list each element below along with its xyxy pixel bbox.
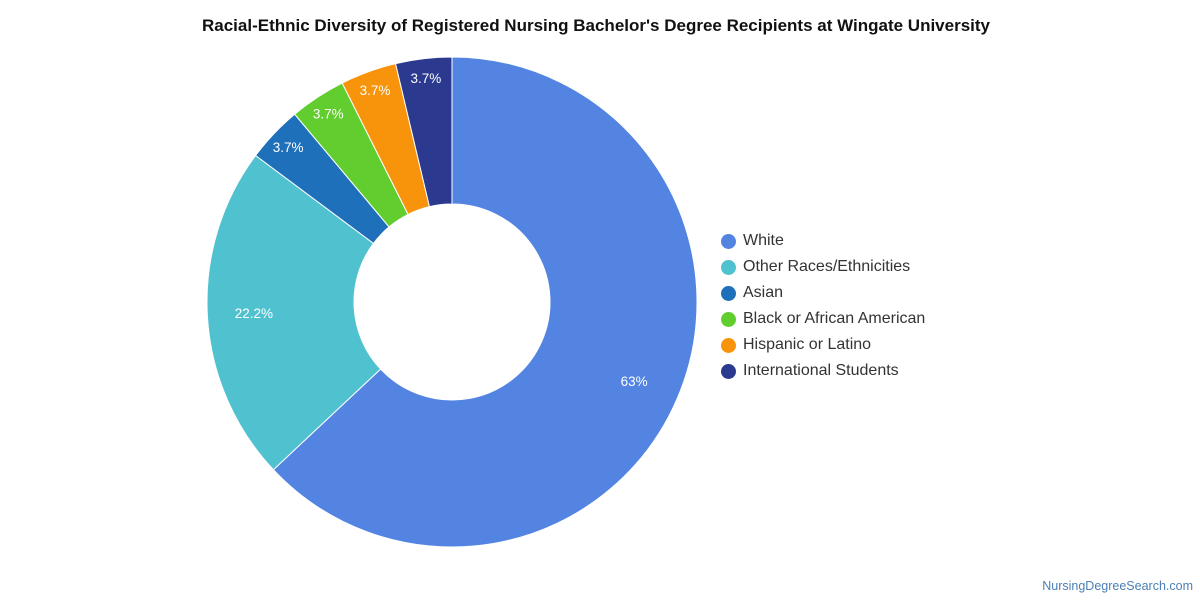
source-credit[interactable]: NursingDegreeSearch.com <box>1042 579 1193 593</box>
legend-swatch-5 <box>721 363 736 379</box>
pie-slice-0[interactable] <box>272 56 698 548</box>
slice-label-1: 22.2% <box>235 306 273 321</box>
slice-label-0: 63% <box>621 374 648 389</box>
slice-label-2: 3.7% <box>273 140 304 155</box>
legend-label-1: Other Races/Ethnicities <box>743 258 911 275</box>
slice-label-5: 3.7% <box>410 71 441 86</box>
legend-swatch-0 <box>721 233 736 249</box>
pie-slice-1[interactable] <box>206 154 382 471</box>
legend-item-3[interactable]: Black or African American <box>721 306 925 332</box>
legend-label-3: Black or African American <box>743 310 926 327</box>
slice-label-4: 3.7% <box>360 83 391 98</box>
legend-item-4[interactable]: Hispanic or Latino <box>721 332 925 358</box>
legend-swatch-2 <box>721 285 736 301</box>
legend-item-5[interactable]: International Students <box>721 358 925 384</box>
chart-legend: White Other Races/Ethnicities Asian Black o… <box>721 228 925 384</box>
legend-label-5: International Students <box>743 362 899 379</box>
legend-item-0[interactable]: White <box>721 228 925 254</box>
legend-item-2[interactable]: Asian <box>721 280 925 306</box>
legend-item-1[interactable]: Other Races/Ethnicities <box>721 254 925 280</box>
legend-label-4: Hispanic or Latino <box>743 336 872 353</box>
legend-swatch-4 <box>721 337 736 353</box>
slice-label-3: 3.7% <box>313 107 344 122</box>
pie-slice-5[interactable] <box>394 56 453 208</box>
legend-swatch-3 <box>721 311 736 327</box>
legend-label-2: Asian <box>743 284 784 301</box>
chart-title: Racial-Ethnic Diversity of Registered Nu… <box>201 16 990 35</box>
legend-label-0: White <box>743 232 784 249</box>
legend-swatch-1 <box>721 259 736 275</box>
